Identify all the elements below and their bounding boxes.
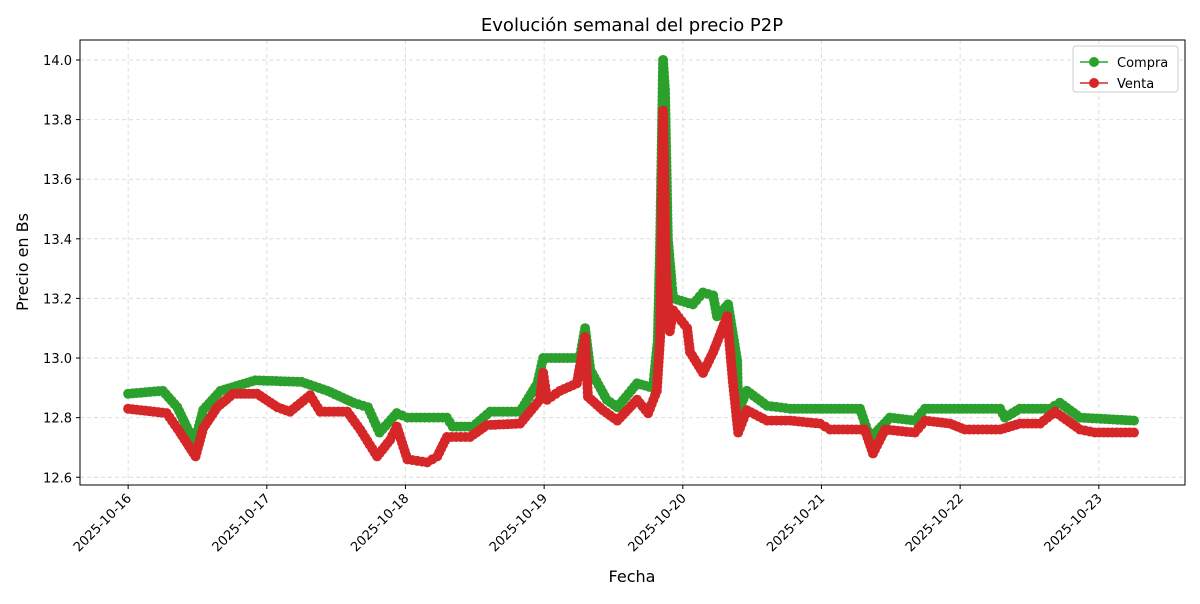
x-tick-label: 2025-10-19 xyxy=(487,491,551,555)
x-axis: 2025-10-16 2025-10-17 2025-10-18 2025-10-19… xyxy=(71,485,1106,555)
y-axis: 12.6 12.8 13.0 13.2 13.4 13.6 13.8 14.0 xyxy=(43,54,80,486)
y-tick-label: 14.0 xyxy=(43,54,72,69)
series-venta xyxy=(123,105,1139,468)
legend-label-compra: Compra xyxy=(1117,56,1168,71)
x-tick-label: 2025-10-20 xyxy=(626,491,690,555)
legend-marker xyxy=(1089,57,1099,67)
legend-marker xyxy=(1089,78,1099,88)
legend-label-venta: Venta xyxy=(1117,77,1154,92)
y-axis-label: Precio en Bs xyxy=(13,213,32,311)
x-tick-label: 2025-10-17 xyxy=(210,491,274,555)
y-tick-label: 13.4 xyxy=(43,233,72,248)
series-compra xyxy=(123,54,1139,448)
x-tick-label: 2025-10-23 xyxy=(1042,491,1106,555)
chart-title: Evolución semanal del precio P2P xyxy=(481,15,783,36)
y-tick-label: 12.6 xyxy=(43,471,72,486)
y-tick-label: 13.2 xyxy=(43,292,72,307)
x-axis-label: Fecha xyxy=(609,567,656,586)
legend: Compra Venta xyxy=(1072,45,1179,93)
y-tick-label: 13.8 xyxy=(43,114,72,129)
x-tick-label: 2025-10-16 xyxy=(71,491,135,555)
data-point xyxy=(1128,415,1139,426)
grid xyxy=(80,40,1185,485)
y-tick-label: 12.8 xyxy=(43,412,72,427)
y-tick-label: 13.0 xyxy=(43,352,72,367)
plot-area xyxy=(123,54,1139,468)
x-tick-label: 2025-10-18 xyxy=(348,491,412,555)
x-tick-label: 2025-10-22 xyxy=(903,491,967,555)
axes-frame xyxy=(79,39,1186,486)
y-tick-label: 13.6 xyxy=(43,173,72,188)
x-tick-label: 2025-10-21 xyxy=(764,491,828,555)
data-point xyxy=(1128,427,1139,438)
